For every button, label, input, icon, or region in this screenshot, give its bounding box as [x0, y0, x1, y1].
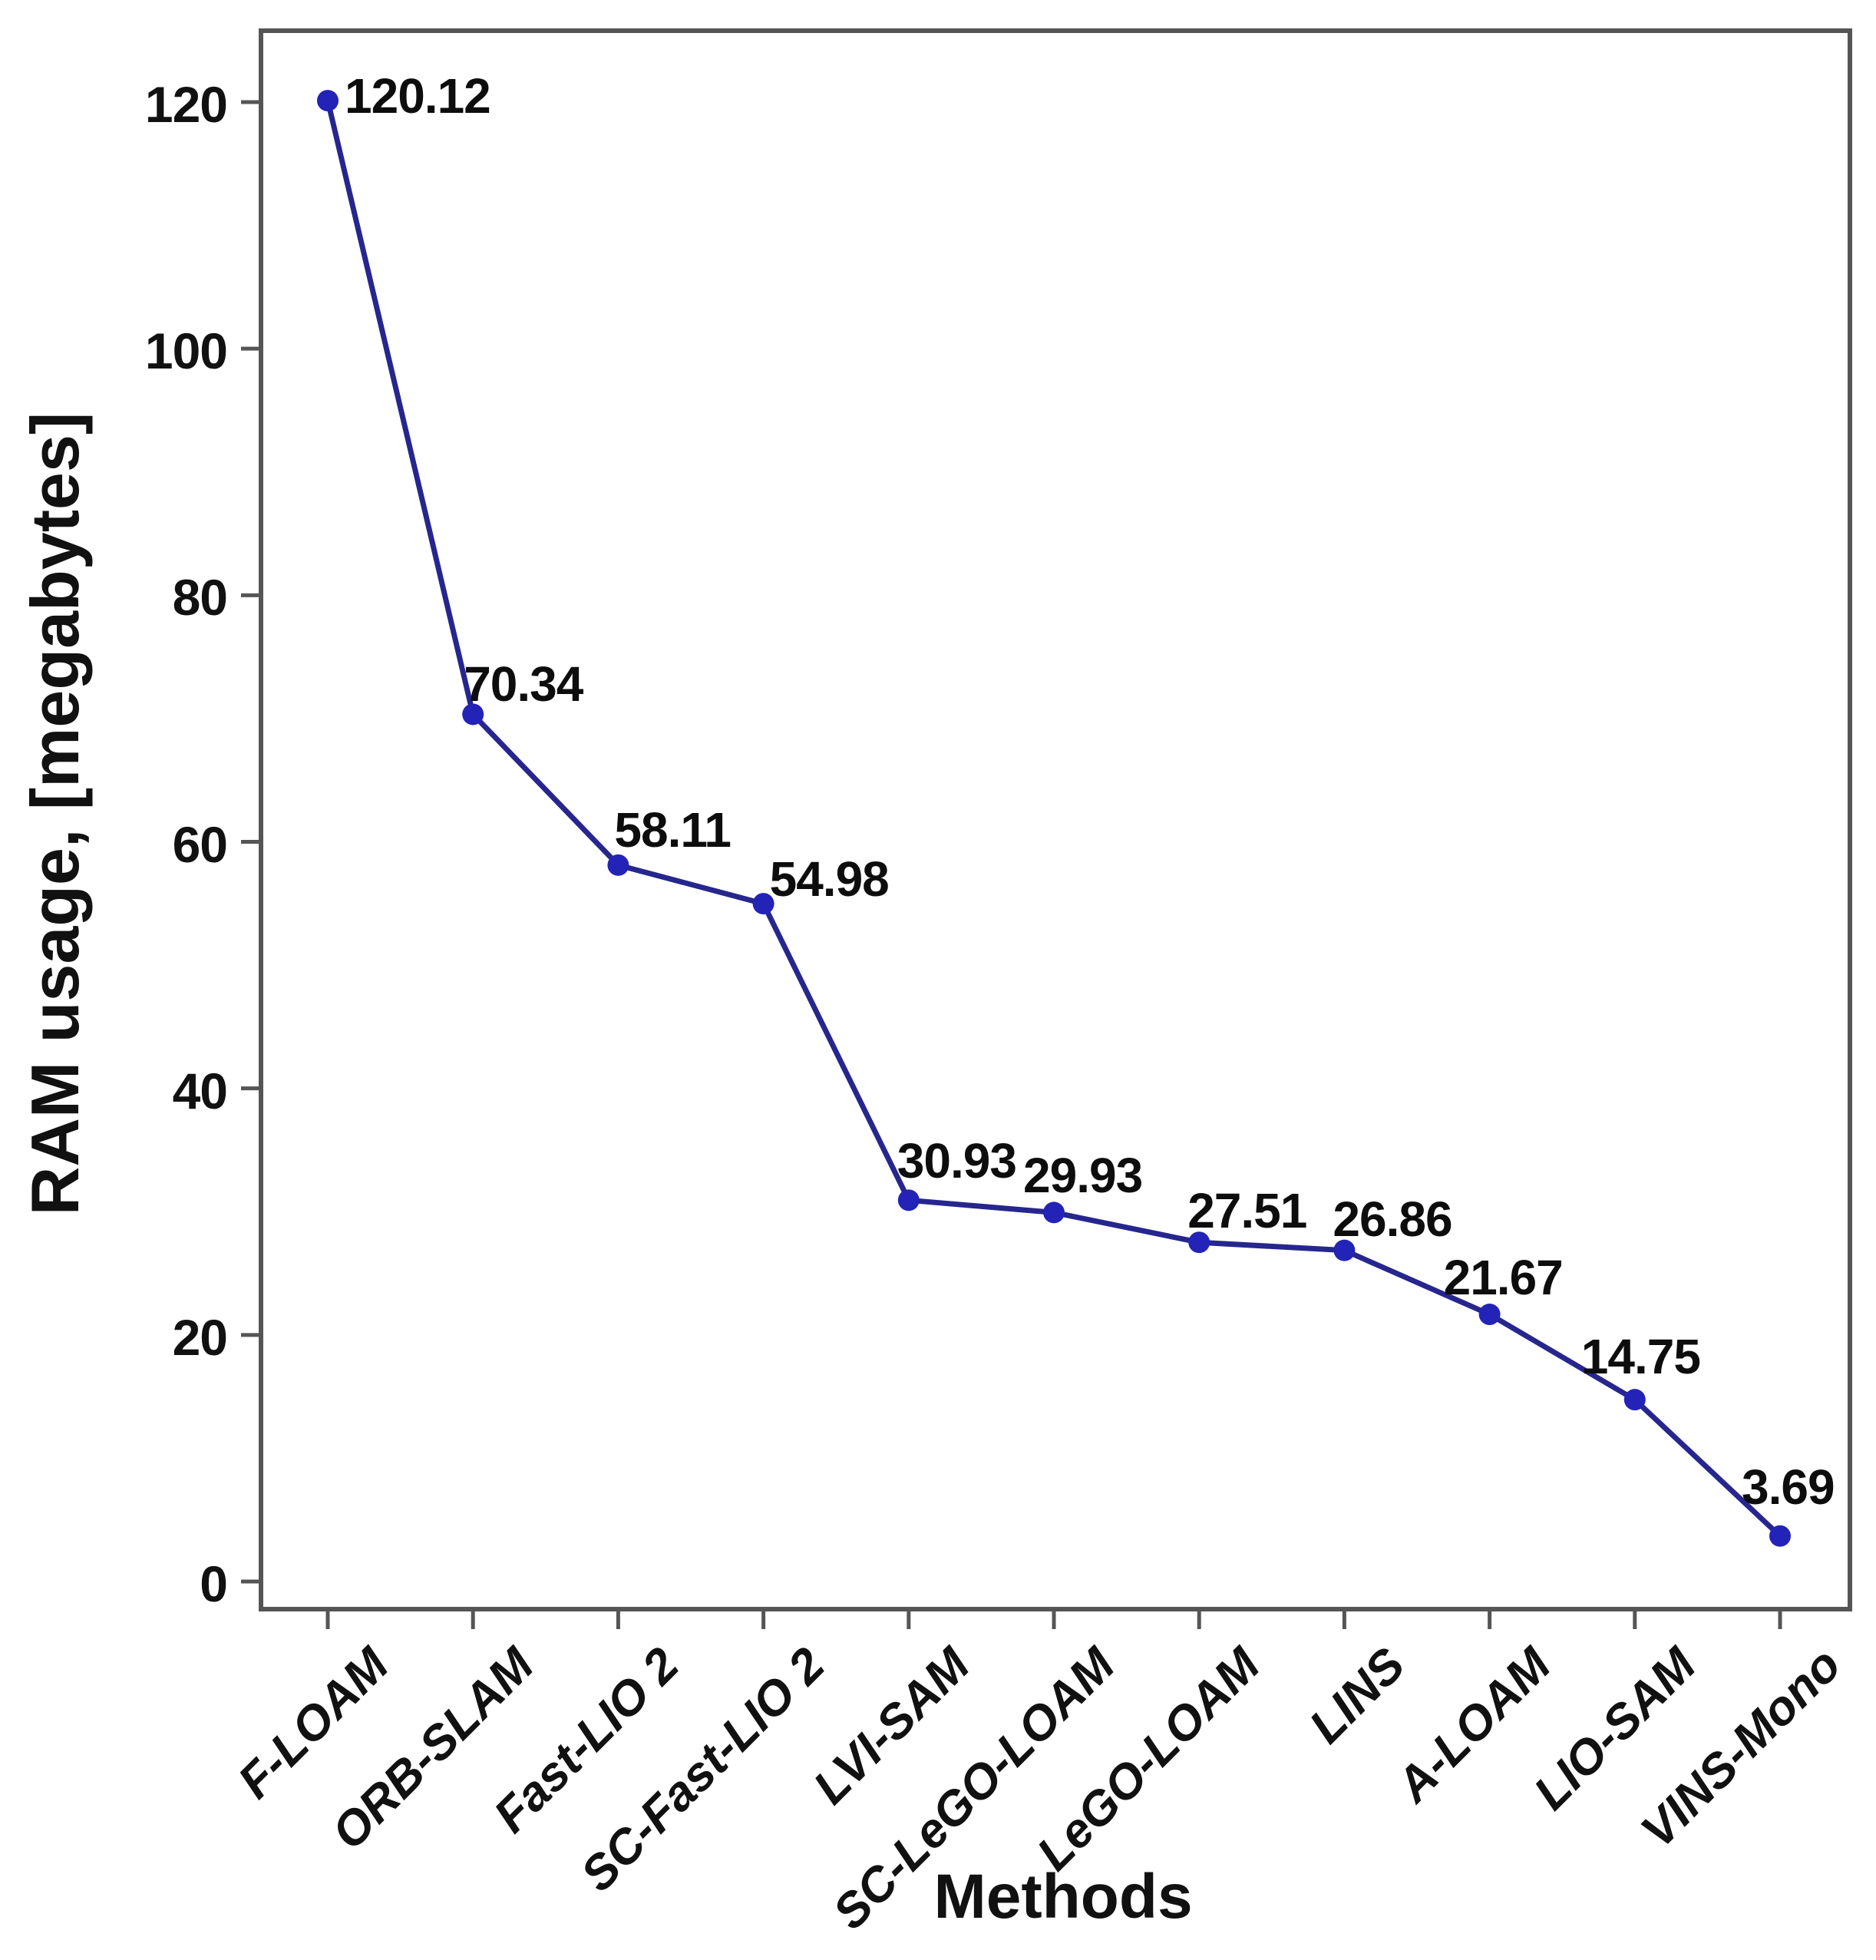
data-point-label: 58.11 — [614, 802, 732, 858]
data-point-marker — [1333, 1239, 1356, 1261]
x-axis-title: Methods — [933, 1862, 1193, 1932]
data-point-marker — [607, 854, 629, 876]
data-point-label: 70.34 — [464, 656, 583, 712]
data-point-marker — [317, 90, 339, 112]
data-point-label: 27.51 — [1187, 1183, 1307, 1239]
series-line — [325, 100, 1782, 1539]
data-point-label: 120.12 — [345, 68, 491, 124]
data-point-marker — [1623, 1389, 1646, 1411]
data-point-label: 29.93 — [1023, 1148, 1143, 1204]
data-point-label: 30.93 — [897, 1133, 1017, 1189]
data-point-marker — [1188, 1231, 1210, 1254]
data-point-marker — [462, 703, 484, 725]
data-point-marker — [897, 1189, 920, 1211]
data-point-label: 26.86 — [1333, 1191, 1452, 1247]
data-point-marker — [752, 893, 775, 915]
data-point-marker — [1478, 1304, 1501, 1326]
y-tick-label: 100 — [144, 322, 228, 380]
data-point-label: 14.75 — [1580, 1329, 1701, 1385]
y-tick-label: 60 — [172, 815, 228, 873]
data-point-label: 54.98 — [769, 851, 890, 907]
data-point-marker — [1769, 1525, 1791, 1547]
data-point-label: 21.67 — [1443, 1250, 1564, 1306]
y-tick-label: 0 — [200, 1555, 228, 1612]
y-tick-label: 120 — [144, 76, 228, 133]
y-tick-label: 80 — [172, 569, 228, 626]
y-tick-label: 40 — [172, 1062, 228, 1119]
data-point-label: 3.69 — [1742, 1459, 1835, 1515]
y-tick-label: 20 — [172, 1308, 228, 1366]
data-point-marker — [1043, 1201, 1065, 1224]
